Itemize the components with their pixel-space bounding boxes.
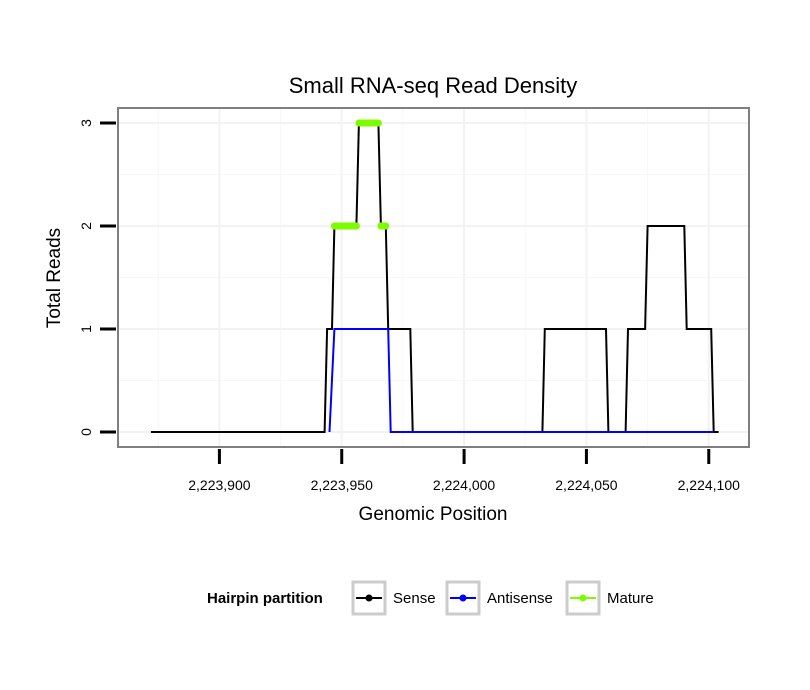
legend-item-mature: Mature bbox=[565, 580, 654, 616]
x-tick-label: 2,224,050 bbox=[555, 477, 617, 493]
x-tick-label: 2,223,900 bbox=[188, 477, 250, 493]
chart-title: Small RNA-seq Read Density bbox=[289, 73, 578, 98]
legend: Hairpin partition Sense Antisense Mature bbox=[207, 580, 654, 616]
x-tick-label: 2,224,000 bbox=[433, 477, 495, 493]
series-line-antisense bbox=[328, 328, 714, 433]
legend-key-point bbox=[579, 594, 587, 602]
x-axis-title: Genomic Position bbox=[359, 504, 508, 525]
legend-title: Hairpin partition bbox=[207, 590, 323, 607]
legend-item-antisense: Antisense bbox=[445, 580, 553, 616]
axes: 2,223,900 2,223,950 2,224,000 2,224,050 2,22… bbox=[78, 119, 740, 493]
x-tick-label: 2,223,950 bbox=[311, 477, 373, 493]
legend-key-point bbox=[365, 594, 373, 602]
y-tick-label: 3 bbox=[78, 119, 94, 127]
plot-panel-border bbox=[117, 107, 750, 448]
y-tick-label: 0 bbox=[78, 428, 94, 436]
legend-items: Sense Antisense Mature bbox=[351, 580, 654, 616]
y-axis-title: Total Reads bbox=[44, 228, 65, 328]
legend-key-point bbox=[459, 594, 467, 602]
legend-item-sense: Sense bbox=[351, 580, 436, 616]
legend-label: Mature bbox=[607, 590, 654, 607]
x-tick-label: 2,224,100 bbox=[678, 477, 740, 493]
y-tick-label: 2 bbox=[78, 222, 94, 230]
series-layer bbox=[150, 119, 719, 433]
y-tick-label: 1 bbox=[78, 325, 94, 333]
grid bbox=[118, 108, 749, 447]
legend-label: Antisense bbox=[487, 590, 553, 607]
legend-label: Sense bbox=[393, 590, 436, 607]
